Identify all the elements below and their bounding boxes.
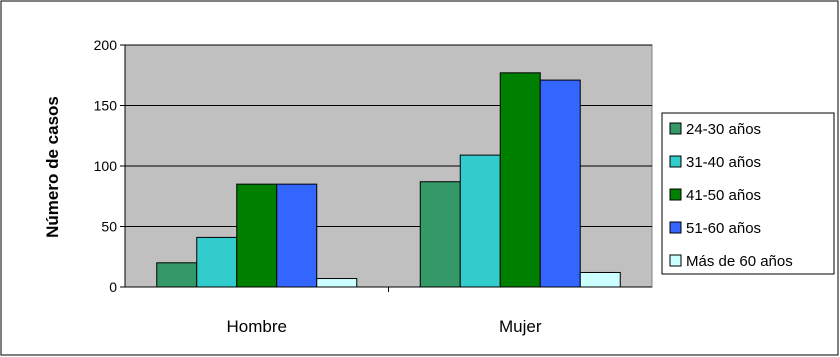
- bar-mujer-4: [539, 79, 581, 288]
- y-axis-label: Número de casos: [43, 96, 62, 238]
- bar-hombre-4: [276, 183, 318, 288]
- legend-swatch: [669, 188, 682, 201]
- y-tick-label: 200: [94, 37, 118, 53]
- bar-hombre-3: [236, 183, 278, 288]
- legend-swatch: [669, 155, 682, 168]
- y-tick-labels: 0 50 100 150 200: [94, 37, 118, 295]
- legend-entry-label: 51-60 años: [686, 220, 761, 237]
- x-category-labels: Hombre Mujer: [227, 317, 542, 336]
- legend-entry-label: 41-50 años: [686, 187, 761, 204]
- bar-mujer-5: [579, 271, 621, 288]
- bar-mujer-1: [419, 181, 461, 288]
- y-tick-label: 50: [101, 219, 117, 235]
- y-tick-label: 100: [94, 158, 118, 174]
- legend-entry-label: 31-40 años: [686, 154, 761, 171]
- axes: [120, 44, 652, 292]
- bar-mujer-3: [499, 72, 541, 288]
- y-tick-label: 0: [109, 279, 117, 295]
- bar-hombre-1: [156, 262, 198, 288]
- bars: [156, 72, 621, 288]
- legend-swatch: [669, 254, 682, 267]
- legend: 24-30 años 31-40 años 41-50 años 51-60 años…: [661, 112, 835, 275]
- legend-swatch: [669, 221, 682, 234]
- bar-mujer-2: [459, 154, 501, 288]
- legend-swatch: [669, 122, 682, 135]
- legend-box: [661, 112, 835, 275]
- x-category-label: Hombre: [227, 317, 287, 336]
- y-tick-label: 150: [94, 98, 118, 114]
- legend-entry-label: 24-30 años: [686, 121, 761, 138]
- bar-hombre-2: [196, 236, 238, 288]
- bar-hombre-5: [316, 278, 358, 288]
- legend-entry-label: Más de 60 años: [686, 253, 793, 270]
- x-category-label: Mujer: [499, 317, 542, 336]
